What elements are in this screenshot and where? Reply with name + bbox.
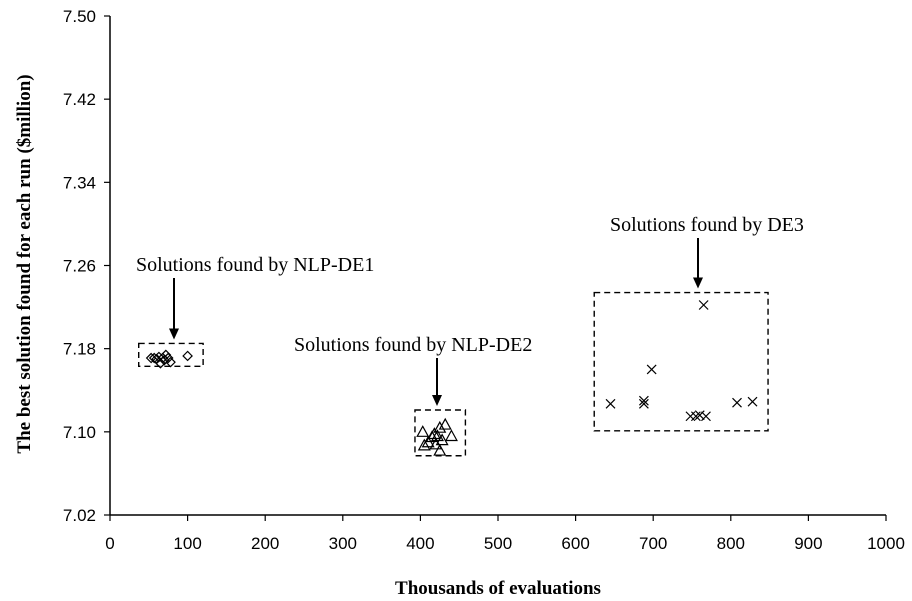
annotation-label: Solutions found by NLP-DE2 [294,334,532,356]
x-tick-label: 900 [794,534,822,553]
cross-stroke [690,411,701,422]
cross-stroke [638,398,649,409]
annotation-arrow-head [169,328,179,340]
data-points [145,300,758,456]
x-tick-label: 200 [251,534,279,553]
triangle-marker [444,429,458,442]
diamond-marker [182,350,193,362]
annotation-box [414,409,467,457]
annotation-arrow-head [432,395,442,407]
cross-marker [732,397,742,408]
y-tick-label: 7.18 [63,340,96,359]
annotation-label: Solutions found by NLP-DE1 [136,254,374,276]
triangle-marker [438,417,452,430]
x-tick-label: 300 [329,534,357,553]
cross-marker [638,395,649,406]
triangle-marker [429,437,443,450]
diamond-marker [148,352,160,364]
triangle-marker [416,425,430,437]
cross-marker [646,364,657,375]
cross-stroke [747,396,758,407]
diamond-marker [162,352,174,364]
x-tick-label: 700 [639,534,667,553]
y-tick-label: 7.50 [63,7,96,26]
y-tick-label: 7.02 [63,506,96,525]
y-axis-title: The best solution found for each run ($m… [14,74,35,453]
x-tick-label: 100 [173,534,201,553]
triangle-marker [435,433,449,446]
annotation-box [593,291,769,432]
cross-stroke [701,411,711,422]
cross-stroke [732,397,742,408]
triangle-marker [433,443,447,456]
cross-marker [685,411,696,422]
cross-stroke [698,300,709,310]
y-tick-label: 7.26 [63,257,96,276]
y-tick-label: 7.10 [63,423,96,442]
cross-marker [701,411,711,422]
x-tick-label: 500 [484,534,512,553]
x-axis-title: Thousands of evaluations [395,578,601,599]
triangle-marker [417,438,431,451]
y-tick-label: 7.42 [63,90,96,109]
cross-marker [698,300,709,310]
x-tick-label: 1000 [867,534,905,553]
diamond-marker [165,356,176,368]
y-tick-label: 7.34 [63,173,96,192]
annotations: Solutions found by NLP-DE1 Solutions foun… [136,214,804,457]
x-tick-label: 0 [105,534,114,553]
cross-marker [747,396,758,407]
triangle-marker [433,420,447,433]
x-tick-label: 400 [406,534,434,553]
cross-marker [638,398,649,409]
x-axis-ticks: 0 100 200 300 400 500 600 700 800 900 1000 [105,515,905,553]
triangle-marker [427,427,441,440]
cross-stroke [605,398,616,409]
triangle-marker [430,429,444,442]
annotation-arrow-head [693,277,703,289]
cross-marker [690,411,701,422]
y-axis-ticks: 7.02 7.10 7.18 7.26 7.34 7.42 7.50 [63,7,110,525]
cross-stroke [646,364,657,375]
x-tick-label: 600 [561,534,589,553]
x-tick-label: 800 [717,534,745,553]
annotation-label: Solutions found by DE3 [610,214,804,236]
annotation-box [138,342,204,368]
cross-stroke [638,395,649,406]
cross-marker [605,398,616,409]
